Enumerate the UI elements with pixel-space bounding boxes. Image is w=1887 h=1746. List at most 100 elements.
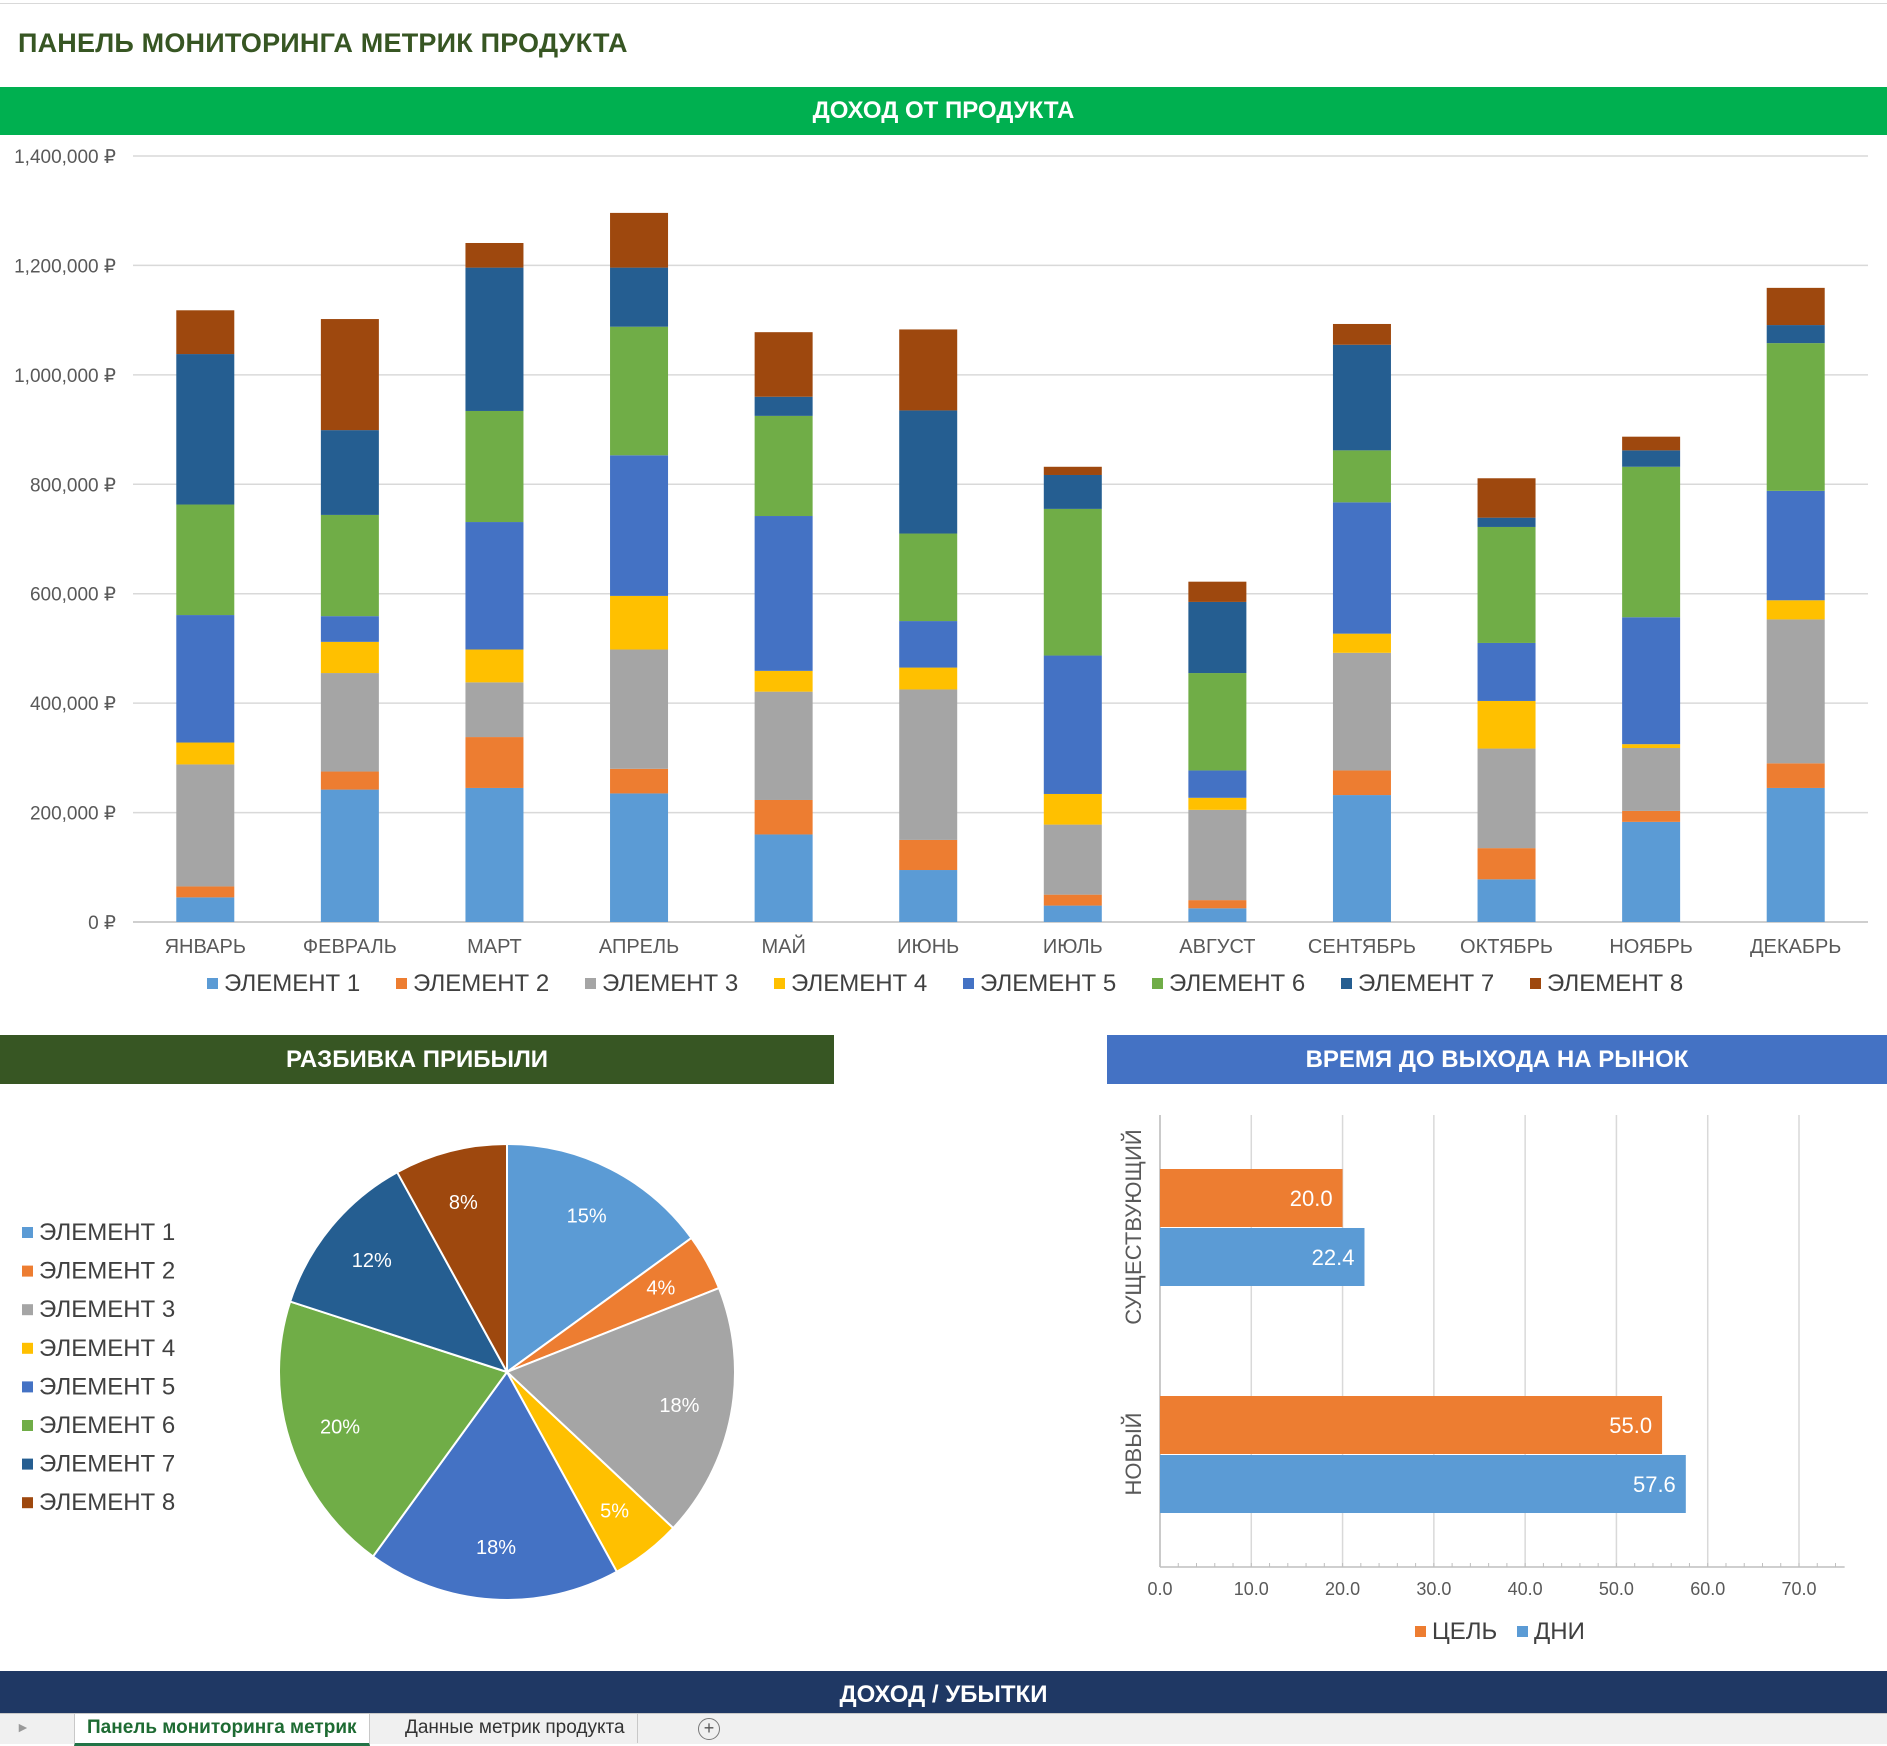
- bar-segment: [1332, 344, 1391, 451]
- bar-segment: [1766, 619, 1825, 764]
- bar-segment: [465, 682, 524, 738]
- bar-segment: [1043, 508, 1102, 656]
- tab-dashboard[interactable]: Панель мониторинга метрик: [74, 1714, 370, 1746]
- sheet-tab-bar: ► Панель мониторинга метрик Данные метри…: [0, 1713, 1887, 1746]
- bar-segment: [1188, 900, 1247, 909]
- bar-segment: [1477, 526, 1536, 643]
- legend-label: ЭЛЕМЕНТ 1: [39, 1219, 175, 1246]
- x-tick-label: ЯНВАРЬ: [165, 936, 246, 958]
- bar-segment: [899, 689, 958, 840]
- bar-segment: [1043, 894, 1102, 906]
- pie-slice: [278, 1300, 509, 1558]
- pie-slice: [288, 1170, 510, 1374]
- ttm-data-label: 57.6: [1633, 1472, 1676, 1497]
- bar-segment: [320, 771, 379, 790]
- bar-segment: [320, 514, 379, 617]
- pie-data-label: 4%: [646, 1277, 675, 1299]
- x-tick-label: МАРТ: [467, 936, 522, 958]
- revenue-stacked-bar-chart[interactable]: 0 ₽ 200,000 ₽ 400,000 ₽ 600,000 ₽ 800,000 ₽ 1…: [0, 0, 1887, 1020]
- bar-segment: [1622, 748, 1681, 811]
- legend-label: ЭЛЕМЕНТ 2: [413, 970, 549, 997]
- x-tick-label: ФЕВРАЛЬ: [303, 936, 397, 958]
- bar-segment: [1766, 763, 1825, 788]
- bar-segment: [1043, 793, 1102, 825]
- bar-segment: [1766, 787, 1825, 922]
- x-tick-label: 70.0: [1781, 1579, 1816, 1599]
- scroll-tabs-icon[interactable]: ►: [16, 1719, 30, 1735]
- legend-swatch: [1152, 978, 1163, 989]
- bar-segment: [1332, 652, 1391, 771]
- tab-product-data[interactable]: Данные метрик продукта: [393, 1714, 638, 1743]
- bar-segment: [1622, 436, 1681, 451]
- legend-label: ЭЛЕМЕНТ 7: [39, 1451, 175, 1478]
- bar-segment: [1622, 450, 1681, 467]
- bar-segment: [465, 242, 524, 268]
- ttm-bar: [1160, 1169, 1343, 1227]
- bar-segment: [1766, 600, 1825, 620]
- pie-data-label: 18%: [476, 1537, 516, 1559]
- legend-swatch: [1341, 978, 1352, 989]
- bar-segment: [1332, 795, 1391, 922]
- bar-segment: [610, 649, 669, 769]
- bar-segment: [1188, 809, 1247, 901]
- add-sheet-icon[interactable]: +: [698, 1718, 720, 1740]
- bar-segment: [465, 737, 524, 788]
- pie-slice: [395, 1142, 508, 1373]
- page-title: ПАНЕЛЬ МОНИТОРИНГА МЕТРИК ПРОДУКТА: [18, 28, 628, 58]
- bar-segment: [1043, 905, 1102, 922]
- bar-segment: [1477, 478, 1536, 518]
- bar-segment: [610, 326, 669, 456]
- bar-segment: [754, 415, 813, 517]
- x-tick-label: АПРЕЛЬ: [599, 936, 679, 958]
- pie-slice: [371, 1370, 619, 1601]
- x-tick-label: СЕНТЯБРЬ: [1308, 936, 1416, 958]
- bar-segment: [320, 616, 379, 642]
- x-tick-label: 50.0: [1599, 1579, 1634, 1599]
- bar-segment: [610, 267, 669, 327]
- bar-segment: [1622, 744, 1681, 749]
- ttm-bar: [1160, 1228, 1365, 1286]
- bar-segment: [899, 839, 958, 871]
- ttm-data-label: 55.0: [1609, 1413, 1652, 1438]
- bar-segment: [1188, 601, 1247, 674]
- bar-segment: [1332, 502, 1391, 634]
- bar-segment: [754, 332, 813, 397]
- legend-swatch: [774, 978, 785, 989]
- x-tick-label: 10.0: [1234, 1579, 1269, 1599]
- x-tick-label: ДЕКАБРЬ: [1750, 936, 1841, 958]
- time-to-market-bar-chart[interactable]: 0.0 10.0 20.0 30.0 40.0 50.0 60.0 70.0 20.0 22.4 С…: [0, 0, 1887, 1680]
- bar-segment: [176, 354, 235, 505]
- bar-segment: [1188, 797, 1247, 810]
- bar-segment: [899, 329, 958, 411]
- bar-segment: [1043, 466, 1102, 475]
- legend-label: ЭЛЕМЕНТ 6: [39, 1412, 175, 1439]
- ttm-data-label: 20.0: [1290, 1186, 1333, 1211]
- bar-segment: [1188, 908, 1247, 922]
- y-tick-label: 800,000 ₽: [30, 475, 116, 496]
- pie-data-label: 15%: [567, 1206, 607, 1228]
- bar-segment: [320, 641, 379, 674]
- bar-segment: [465, 649, 524, 683]
- y-category-label: НОВЫЙ: [1121, 1413, 1146, 1496]
- bar-segment: [610, 793, 669, 922]
- legend-label: ДНИ: [1534, 1618, 1585, 1645]
- legend-swatch: [963, 978, 974, 989]
- x-tick-label: НОЯБРЬ: [1609, 936, 1693, 958]
- legend-label: ЭЛЕМЕНТ 7: [1358, 970, 1494, 997]
- time-to-market-section-header: ВРЕМЯ ДО ВЫХОДА НА РЫНОК: [1107, 1035, 1887, 1084]
- profit-breakdown-pie-chart[interactable]: 15% 4% 18% 5% 18% 20% 12% 8% ЭЛЕМЕНТ 1 ЭЛЕМЕНТ 2 Э…: [0, 0, 834, 1680]
- bar-segment: [1477, 748, 1536, 849]
- bar-segment: [465, 267, 524, 411]
- x-tick-label: 60.0: [1690, 1579, 1725, 1599]
- x-tick-label: 40.0: [1508, 1579, 1543, 1599]
- bar-segment: [754, 799, 813, 835]
- bar-segment: [1766, 325, 1825, 344]
- bar-segment: [176, 764, 235, 887]
- bar-segment: [176, 742, 235, 765]
- y-tick-label: 400,000 ₽: [30, 694, 116, 715]
- legend-swatch: [22, 1458, 33, 1470]
- bar-segment: [1332, 633, 1391, 653]
- legend-label: ЭЛЕМЕНТ 2: [39, 1258, 175, 1285]
- pie-data-label: 18%: [659, 1395, 699, 1417]
- y-tick-label: 1,400,000 ₽: [14, 147, 116, 168]
